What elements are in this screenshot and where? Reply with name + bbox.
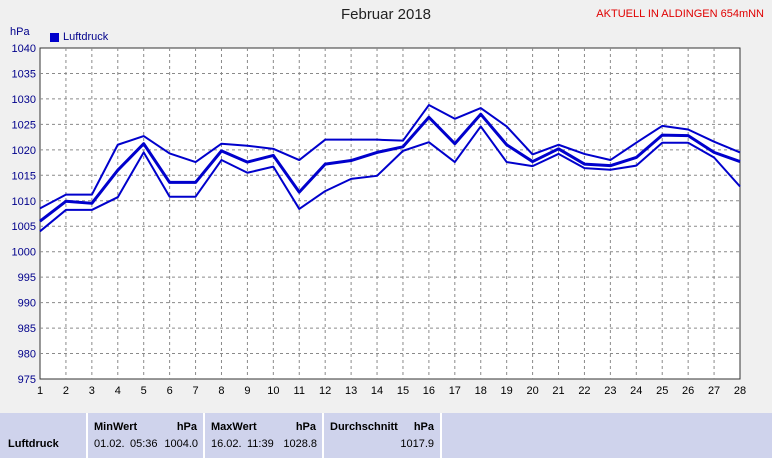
- stats-table: Luftdruck MinWert hPa 01.02. 05:36 1004.…: [0, 413, 772, 458]
- stats-row-label-cell: Luftdruck: [0, 413, 88, 458]
- max-header: MaxWert: [211, 421, 257, 433]
- y-unit-label: hPa: [10, 26, 30, 38]
- stats-max-cell: MaxWert hPa 16.02. 11:39 1028.8: [205, 413, 324, 458]
- x-tick-label: 17: [449, 385, 461, 397]
- x-tick-label: 10: [267, 385, 279, 397]
- x-tick-label: 13: [345, 385, 357, 397]
- avg-header: Durchschnitt: [330, 421, 398, 433]
- y-tick-label: 1005: [12, 221, 36, 233]
- y-tick-label: 1030: [12, 94, 36, 106]
- x-tick-label: 5: [141, 385, 147, 397]
- x-tick-label: 27: [708, 385, 720, 397]
- x-tick-label: 19: [501, 385, 513, 397]
- max-time: 11:39: [247, 438, 274, 450]
- chart-title: Februar 2018: [340, 6, 432, 23]
- stats-empty-cell: [442, 413, 772, 458]
- legend-label: Luftdruck: [63, 31, 109, 43]
- x-tick-label: 2: [63, 385, 69, 397]
- y-tick-label: 1015: [12, 170, 36, 182]
- x-tick-label: 7: [192, 385, 198, 397]
- y-tick-label: 975: [18, 374, 36, 386]
- min-unit: hPa: [176, 421, 197, 433]
- y-tick-label: 985: [18, 323, 36, 335]
- y-tick-label: 1025: [12, 119, 36, 131]
- stats-row-label: Luftdruck: [8, 438, 59, 450]
- y-tick-label: 980: [18, 349, 36, 361]
- series-line-min: [39, 125, 741, 233]
- avg-unit: hPa: [413, 421, 434, 433]
- max-value: 1028.8: [283, 438, 317, 450]
- stats-min-cell: MinWert hPa 01.02. 05:36 1004.0: [88, 413, 205, 458]
- max-unit: hPa: [295, 421, 316, 433]
- x-tick-label: 22: [578, 385, 590, 397]
- x-tick-label: 1: [37, 385, 43, 397]
- x-tick-label: 20: [526, 385, 538, 397]
- min-time: 05:36: [130, 438, 158, 450]
- y-tick-label: 1035: [12, 68, 36, 80]
- x-tick-label: 26: [682, 385, 694, 397]
- legend: Luftdruck: [50, 31, 108, 43]
- x-tick-label: 8: [218, 385, 224, 397]
- x-tick-label: 6: [167, 385, 173, 397]
- avg-value: 1017.9: [400, 438, 434, 450]
- x-tick-label: 18: [475, 385, 487, 397]
- y-tick-label: 995: [18, 272, 36, 284]
- x-tick-label: 28: [734, 385, 746, 397]
- pressure-chart: 9759809859909951000100510101015102010251…: [12, 43, 747, 397]
- x-tick-label: 16: [423, 385, 435, 397]
- x-tick-label: 21: [552, 385, 564, 397]
- min-date: 01.02.: [94, 438, 125, 450]
- y-tick-label: 990: [18, 298, 36, 310]
- y-tick-label: 1040: [12, 43, 36, 55]
- series-line-max: [39, 104, 741, 210]
- x-tick-label: 24: [630, 385, 642, 397]
- plot-area: [39, 47, 741, 380]
- x-tick-label: 4: [115, 385, 121, 397]
- x-tick-label: 11: [294, 385, 305, 397]
- min-header: MinWert: [94, 421, 138, 433]
- x-tick-label: 9: [244, 385, 250, 397]
- legend-swatch: [50, 32, 59, 42]
- series-line-avg: [39, 112, 741, 223]
- max-date: 16.02.: [211, 438, 242, 450]
- x-tick-label: 15: [397, 385, 409, 397]
- min-value: 1004.0: [164, 438, 198, 450]
- y-tick-label: 1020: [12, 145, 36, 157]
- stats-avg-cell: Durchschnitt hPa 1017.9: [324, 413, 442, 458]
- x-tick-label: 23: [604, 385, 616, 397]
- x-tick-label: 25: [656, 385, 668, 397]
- x-tick-label: 3: [89, 385, 95, 397]
- y-tick-label: 1010: [12, 196, 36, 208]
- x-tick-label: 14: [371, 385, 383, 397]
- location-label: AKTUELL IN ALDINGEN 654mNN: [596, 8, 764, 20]
- x-tick-label: 12: [319, 385, 331, 397]
- y-tick-label: 1000: [12, 247, 36, 259]
